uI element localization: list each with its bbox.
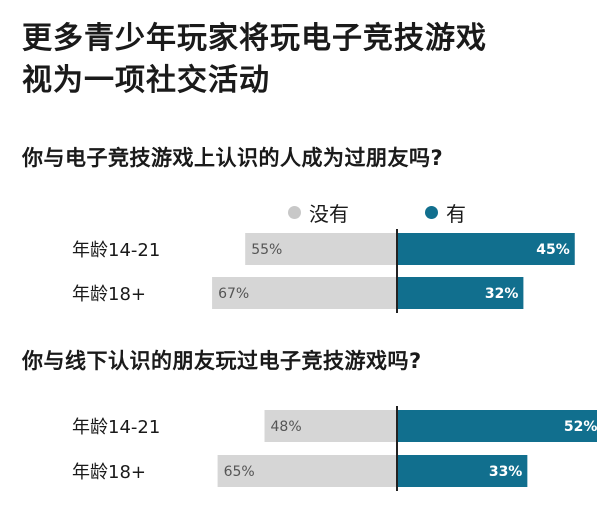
category-label-q1-1: 年龄14-21	[72, 240, 160, 261]
question-2-title: 你与线下认识的朋友玩过电子竞技游戏吗?	[22, 349, 422, 373]
category-label-q1-2: 年龄18+	[72, 284, 146, 305]
legend-label-no: 没有	[309, 202, 349, 226]
legend-item-yes: 有	[425, 198, 466, 227]
legend-label-yes: 有	[446, 202, 466, 226]
bar-yes-q2-2	[397, 455, 528, 487]
value-label-no-q2-1: 48%	[271, 419, 302, 435]
question-1-title: 你与电子竞技游戏上认识的人成为过朋友吗?	[22, 146, 444, 170]
legend-dot-yes	[425, 206, 438, 219]
chart-title-line-2: 视为一项社交活动	[22, 63, 270, 98]
bar-no-q1-2	[212, 277, 397, 309]
bar-no-q2-2	[217, 455, 397, 487]
bar-yes-q1-2	[397, 277, 524, 309]
value-label-yes-q1-2: 32%	[485, 286, 519, 302]
value-label-yes-q2-1: 52%	[564, 419, 597, 435]
chart-title: 更多青少年玩家将玩电子竞技游戏 视为一项社交活动	[22, 18, 582, 102]
value-label-no-q2-2: 65%	[224, 464, 255, 480]
bar-no-q2-1	[264, 410, 397, 442]
legend-dot-no	[288, 206, 301, 219]
bar-no-q1-1	[245, 233, 397, 265]
value-label-no-q1-1: 55%	[251, 242, 282, 258]
value-label-yes-q1-1: 45%	[536, 242, 570, 258]
legend-item-no: 没有	[288, 198, 349, 227]
category-label-q2-2: 年龄18+	[72, 462, 146, 483]
chart-title-line-1: 更多青少年玩家将玩电子竞技游戏	[22, 21, 487, 56]
bar-yes-q1-1	[397, 233, 575, 265]
value-label-yes-q2-2: 33%	[489, 464, 523, 480]
category-label-q2-1: 年龄14-21	[72, 417, 160, 438]
value-label-no-q1-2: 67%	[218, 286, 249, 302]
bar-yes-q2-1	[397, 410, 597, 442]
